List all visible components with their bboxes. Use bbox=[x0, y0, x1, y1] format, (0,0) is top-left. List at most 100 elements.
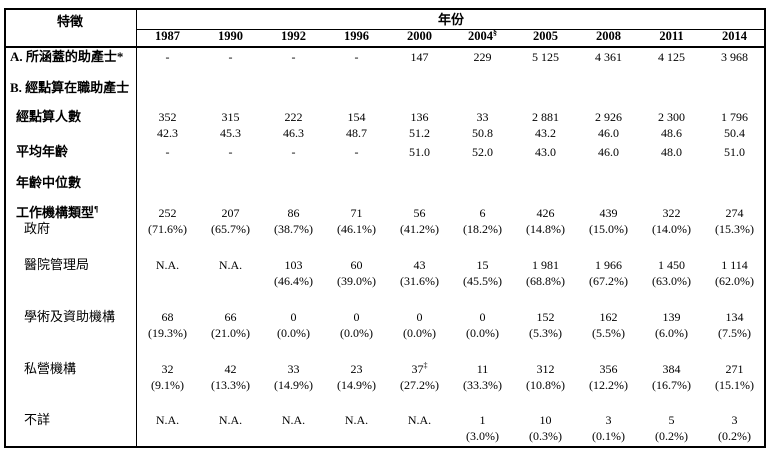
table-cell: 3 bbox=[731, 413, 738, 427]
table-cell: 23 bbox=[350, 362, 363, 376]
table-cell: (0.1%) bbox=[592, 429, 625, 443]
table-cell: 43.2 bbox=[535, 126, 556, 140]
table-cell: 1 966 bbox=[595, 258, 622, 272]
table-cell: (71.6%) bbox=[148, 222, 187, 236]
table-cell: 60 bbox=[350, 258, 363, 272]
table-cell: (5.3%) bbox=[529, 326, 562, 340]
table-cell: (0.2%) bbox=[718, 429, 751, 443]
table-cell: 5 bbox=[668, 413, 675, 427]
table-cell: (16.7%) bbox=[652, 378, 691, 392]
table-cell: (3.0%) bbox=[466, 429, 499, 443]
table-cell: 136 bbox=[410, 110, 429, 124]
row-label: 年齡中位數 bbox=[16, 175, 82, 190]
table-cell: 43 bbox=[413, 258, 426, 272]
table-cell: 33 bbox=[476, 110, 489, 124]
table-cell: 147 bbox=[410, 50, 429, 64]
table-cell: 2 926 bbox=[595, 110, 622, 124]
table-cell: 86 bbox=[287, 206, 300, 220]
table-cell: (33.3%) bbox=[463, 378, 502, 392]
table-cell: 52.0 bbox=[472, 145, 493, 159]
table-cell: 48.0 bbox=[661, 145, 682, 159]
table-cell: 46.0 bbox=[598, 145, 619, 159]
table-cell: 11 bbox=[476, 362, 489, 376]
table-cell: (39.0%) bbox=[337, 274, 376, 288]
table-cell: 48.6 bbox=[661, 126, 682, 140]
table-cell: (67.2%) bbox=[589, 274, 628, 288]
table-cell: (9.1%) bbox=[151, 378, 184, 392]
column-divider-line bbox=[136, 8, 137, 448]
table-cell: 352 bbox=[158, 110, 177, 124]
table-cell: 2 881 bbox=[532, 110, 559, 124]
table-cell: (13.3%) bbox=[211, 378, 250, 392]
table-cell: 322 bbox=[662, 206, 681, 220]
table-cell: N.A. bbox=[344, 413, 369, 427]
table-cell: (0.0%) bbox=[466, 326, 499, 340]
table-cell: (14.9%) bbox=[337, 378, 376, 392]
table-cell: 51.2 bbox=[409, 126, 430, 140]
table-cell: - bbox=[228, 50, 233, 64]
table-cell: - bbox=[165, 145, 170, 159]
table-cell: 0 bbox=[479, 310, 486, 324]
table-cell: - bbox=[354, 50, 359, 64]
year-group-header: 年份 bbox=[437, 12, 464, 27]
table-cell: 139 bbox=[662, 310, 681, 324]
table-cell: (41.2%) bbox=[400, 222, 439, 236]
table-cell: 356 bbox=[599, 362, 618, 376]
table-cell: - bbox=[228, 145, 233, 159]
table-cell: 3 968 bbox=[721, 50, 748, 64]
table-cell: 0 bbox=[416, 310, 423, 324]
table-cell: 252 bbox=[158, 206, 177, 220]
row-label: 政府 bbox=[24, 221, 51, 236]
row-label: 不詳 bbox=[24, 412, 51, 427]
year-column-header: 2011 bbox=[659, 29, 684, 43]
table-cell: 3 bbox=[605, 413, 612, 427]
table-cell: N.A. bbox=[218, 258, 243, 272]
table-cell: N.A. bbox=[407, 413, 432, 427]
table-cell: 103 bbox=[284, 258, 303, 272]
table-cell: (12.2%) bbox=[589, 378, 628, 392]
table-cell: (46.1%) bbox=[337, 222, 376, 236]
table-cell: 46.0 bbox=[598, 126, 619, 140]
year-column-header: 2000 bbox=[407, 29, 432, 43]
table-cell: (15.0%) bbox=[589, 222, 628, 236]
table-cell: (14.9%) bbox=[274, 378, 313, 392]
table-cell: 0 bbox=[353, 310, 360, 324]
row-label: B. 經點算在職助產士 bbox=[10, 80, 130, 95]
table-cell: 384 bbox=[662, 362, 681, 376]
table-cell: N.A. bbox=[218, 413, 243, 427]
table-cell: N.A. bbox=[155, 413, 180, 427]
table-cell: 0 bbox=[290, 310, 297, 324]
row-label: 醫院管理局 bbox=[24, 257, 90, 272]
table-cell: 4 125 bbox=[658, 50, 685, 64]
table-cell: 1 796 bbox=[721, 110, 748, 124]
table-cell: (63.0%) bbox=[652, 274, 691, 288]
table-cell: (10.8%) bbox=[526, 378, 565, 392]
table-cell: 274 bbox=[725, 206, 744, 220]
table-cell: (7.5%) bbox=[718, 326, 751, 340]
table-cell: 10 bbox=[539, 413, 552, 427]
row-label: 學術及資助機構 bbox=[24, 309, 116, 324]
table-cell: (0.2%) bbox=[655, 429, 688, 443]
table-cell: - bbox=[291, 50, 296, 64]
table-cell: 56 bbox=[413, 206, 426, 220]
table-cell: (19.3%) bbox=[148, 326, 187, 340]
table-cell: 42.3 bbox=[157, 126, 178, 140]
table-cell: 15 bbox=[476, 258, 489, 272]
table-cell: 32 bbox=[161, 362, 174, 376]
table-cell: 1 450 bbox=[658, 258, 685, 272]
year-column-header: 2004§ bbox=[468, 27, 497, 43]
table-cell: 426 bbox=[536, 206, 555, 220]
table-outer-border bbox=[4, 8, 766, 448]
table-cell: (15.3%) bbox=[715, 222, 754, 236]
